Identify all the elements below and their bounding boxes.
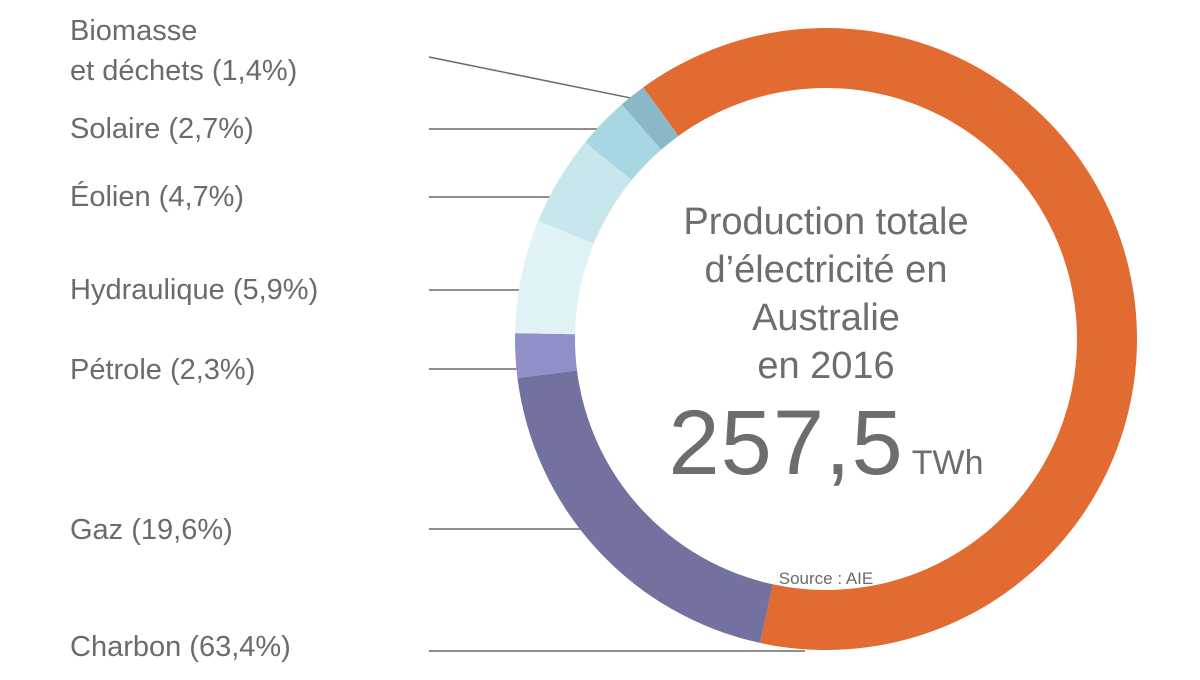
chart-title: Production totale d’électricité en Austr… [683, 201, 969, 387]
donut-segment-solaire [585, 104, 662, 181]
segment-label-petrole: Pétrole (2,3%) [70, 354, 256, 386]
donut-segment-biomasse [621, 87, 679, 150]
donut-segment-eolien [538, 142, 632, 244]
segment-label-charbon: Charbon (63,4%) [70, 631, 291, 663]
total-unit: TWh [911, 444, 984, 482]
total-value: 257,5 [668, 392, 904, 494]
segment-label-eolien: Éolien (4,7%) [70, 181, 245, 213]
donut-segment-hydraulique [515, 220, 594, 335]
segment-label-biomasse: Biomasse et déchets (1,4%) [70, 15, 298, 87]
donut-segment-charbon [643, 28, 1138, 651]
segment-label-solaire: Solaire (2,7%) [70, 113, 254, 145]
leader-line-biomasse [428, 56, 635, 100]
source-credit: Source : AIE [778, 569, 874, 588]
segment-label-hydraulique: Hydraulique (5,9%) [70, 274, 319, 306]
donut-segment-petrole [515, 333, 577, 378]
segment-label-gaz: Gaz (19,6%) [70, 514, 233, 546]
donut-segment-gaz [517, 370, 773, 643]
total-production: 257,5 TWh [566, 397, 1086, 489]
